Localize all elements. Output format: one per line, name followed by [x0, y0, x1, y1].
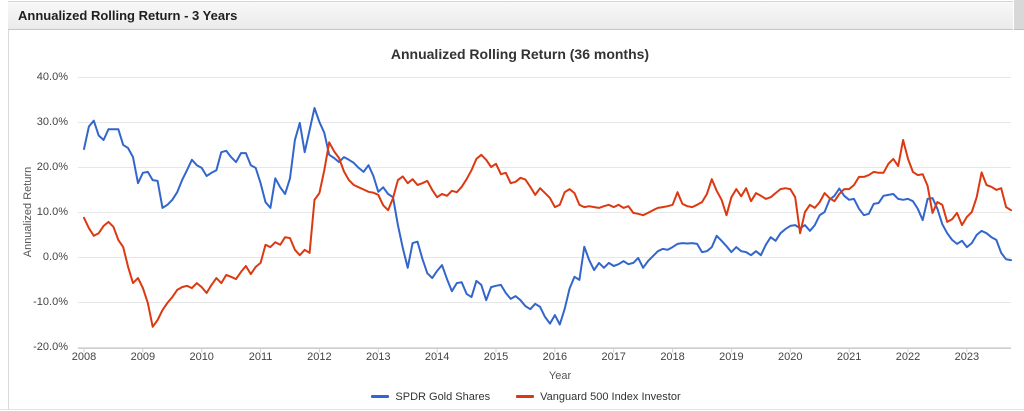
- panel-bottom-border: [0, 409, 1024, 410]
- x-tick-label: 2012: [307, 351, 332, 363]
- x-axis-title: Year: [548, 370, 572, 382]
- x-tick-label: 2021: [836, 351, 862, 363]
- x-tick-label: 2009: [130, 351, 156, 363]
- panel-title: Annualized Rolling Return - 3 Years: [18, 8, 238, 23]
- x-tick-label: 2014: [424, 351, 450, 363]
- y-tick-label: 10.0%: [36, 206, 68, 218]
- y-tick-label: -20.0%: [33, 341, 68, 353]
- x-tick-label: 2020: [778, 351, 803, 363]
- y-tick-label: 0.0%: [42, 251, 68, 263]
- x-tick-label: 2022: [895, 351, 921, 363]
- chart-title: Annualized Rolling Return (36 months): [390, 46, 650, 62]
- x-tick-label: 2018: [660, 351, 685, 363]
- legend-line-swatch-icon: [516, 395, 535, 398]
- x-tick-label: 2019: [719, 351, 744, 363]
- chart-panel: [8, 1, 1014, 409]
- x-tick-label: 2011: [248, 351, 273, 363]
- y-tick-label: 20.0%: [36, 161, 68, 173]
- legend-item-spdr-gold-shares: SPDR Gold Shares: [371, 391, 490, 403]
- x-tick-label: 2013: [366, 351, 391, 363]
- window-corner: [1014, 0, 1024, 30]
- legend: SPDR Gold Shares Vanguard 500 Index Inves…: [14, 388, 1024, 405]
- x-tick-label: 2016: [542, 351, 568, 363]
- panel-header: Annualized Rolling Return - 3 Years: [8, 1, 1013, 30]
- legend-label: SPDR Gold Shares: [395, 390, 491, 403]
- spdr-gold-shares-line[interactable]: [83, 107, 1012, 326]
- x-tick-label: 2023: [954, 351, 980, 363]
- x-tick-label: 2008: [71, 351, 97, 363]
- legend-line-swatch-icon: [371, 395, 390, 398]
- x-tick-label: 2010: [189, 351, 214, 363]
- legend-item-vanguard-500-index-investor: Vanguard 500 Index Investor: [516, 390, 681, 403]
- x-tick-label: 2017: [601, 351, 626, 363]
- x-tick-label: 2015: [483, 351, 509, 363]
- legend-label: Vanguard 500 Index Investor: [540, 390, 681, 403]
- y-tick-label: -10.0%: [33, 296, 68, 308]
- y-tick-label: 30.0%: [36, 116, 68, 128]
- y-tick-label: 40.0%: [36, 71, 68, 83]
- vanguard-500-index-investor-line[interactable]: [83, 139, 1012, 328]
